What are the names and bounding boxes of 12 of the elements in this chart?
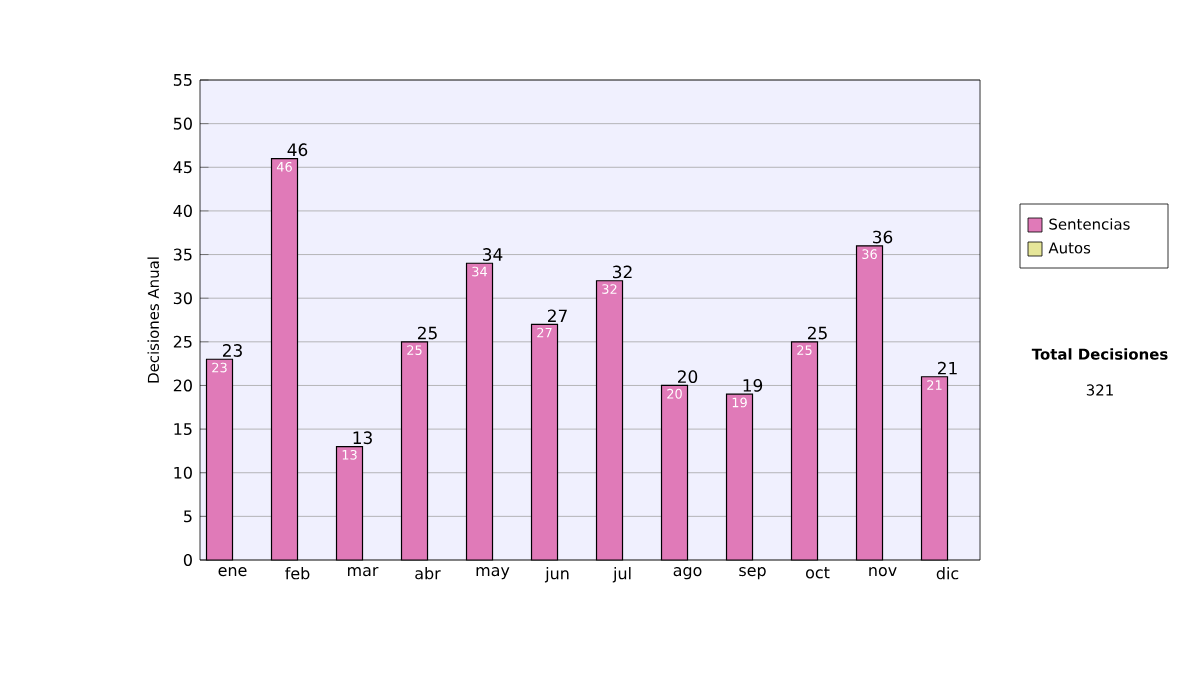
total-label: 27 <box>547 309 567 322</box>
total-label: 25 <box>417 326 437 340</box>
total-label: 46 <box>287 143 308 157</box>
total-label: 34 <box>483 248 503 261</box>
total-label: 13 <box>353 431 372 445</box>
total-label: 23 <box>222 344 242 357</box>
total-label: 20 <box>677 370 698 384</box>
total-label: 36 <box>873 230 893 244</box>
total-label: 19 <box>743 378 763 392</box>
total-label: 21 <box>937 361 957 375</box>
total-label: 25 <box>807 326 827 340</box>
total-label: 32 <box>613 265 632 279</box>
